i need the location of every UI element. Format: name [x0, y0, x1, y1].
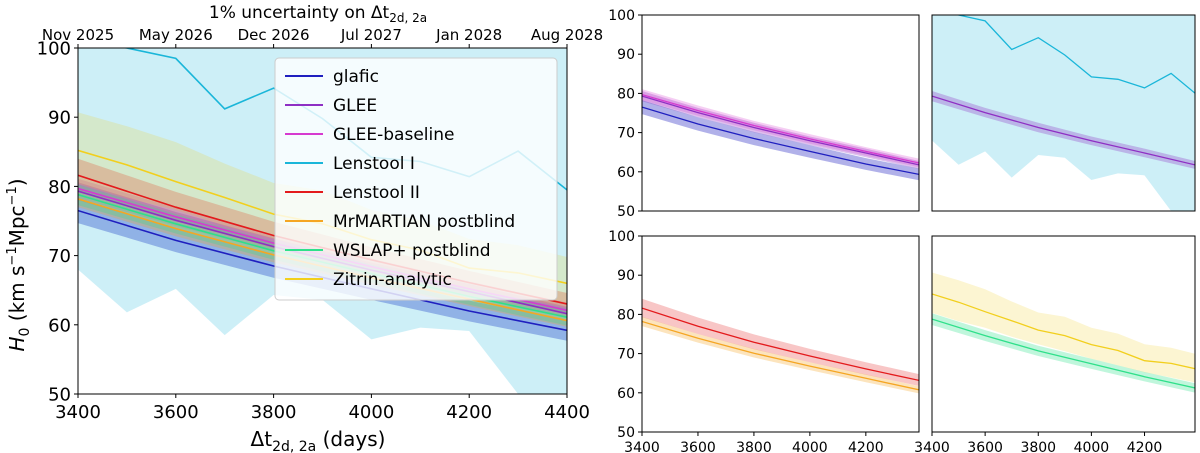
- x-tick-label: 3800: [736, 440, 772, 453]
- y-tick-label: 80: [48, 177, 71, 198]
- legend-label: Zitrin-analytic: [333, 270, 452, 290]
- y-tick-label: 50: [617, 425, 635, 441]
- line-lenstool-i: [954, 15, 1195, 95]
- legend-label: Lenstool II: [333, 183, 420, 203]
- line-lenstool-ii: [642, 307, 919, 382]
- x-tick-label: 4400: [544, 402, 590, 423]
- x-tick-label: 4200: [446, 402, 492, 423]
- top-date-tick-label: Aug 2028: [531, 26, 603, 44]
- line-glee-baseline: [642, 93, 919, 164]
- legend-label: glafic: [333, 67, 379, 87]
- legend-box: [274, 57, 558, 301]
- x-tick-label: 3800: [1020, 440, 1056, 453]
- x-tick-label: 3800: [251, 402, 297, 423]
- top-date-tick-label: Nov 2025: [42, 26, 114, 44]
- panel-top-right: [931, 14, 1196, 212]
- plot-frame: [77, 47, 568, 395]
- x-tick-label: 3400: [914, 440, 950, 453]
- line-glee: [932, 95, 1195, 166]
- x-tick-label: 3600: [153, 402, 199, 423]
- x-tick-label: 4200: [848, 440, 884, 453]
- x-tick-label: 3400: [624, 440, 660, 453]
- top-title: 1% uncertainty on Δt2d, 2a: [209, 3, 427, 25]
- panel-bottom-right: 3400 3600 3800 4000 4200: [914, 235, 1196, 453]
- legend-label: MrMARTIAN postblind: [333, 212, 515, 232]
- y-tick-label: 70: [48, 246, 71, 267]
- y-tick-label: 70: [617, 347, 635, 363]
- top-date-tick-label: Dec 2026: [238, 26, 310, 44]
- y-tick-label: 60: [48, 315, 71, 336]
- top-date-tick-label: Jul 2027: [340, 26, 402, 44]
- y-tick-label: 80: [617, 86, 635, 102]
- y-axis-label: H0 (km s−1Mpc−1): [5, 178, 33, 351]
- panel-top-left: 50 60 70 80 90 100: [608, 8, 920, 220]
- legend-label: Lenstool I: [333, 154, 415, 174]
- x-tick-label: 4000: [792, 440, 828, 453]
- y-tick-label: 100: [608, 8, 635, 24]
- y-tick-label: 60: [617, 165, 635, 181]
- x-tick-label: 4200: [1127, 440, 1163, 453]
- y-tick-label: 90: [48, 108, 71, 129]
- line-zitrin-analytic: [932, 293, 1195, 370]
- line-glee: [642, 95, 919, 166]
- x-tick-label: 3400: [55, 402, 101, 423]
- x-tick-label: 3600: [967, 440, 1003, 453]
- plot-frame: [641, 235, 920, 433]
- panel-bottom-left: 50 60 70 80 90 100 3400 3600 3800 4000 4200: [608, 229, 920, 453]
- top-date-tick-label: May 2026: [139, 26, 213, 44]
- y-tick-label: 60: [617, 386, 635, 402]
- band-lenstool-ii: [642, 298, 919, 386]
- x-tick-label: 4000: [348, 402, 394, 423]
- x-tick-label: 3600: [680, 440, 716, 453]
- y-tick-label: 100: [37, 38, 71, 59]
- y-tick-label: 70: [617, 126, 635, 142]
- x-tick-label: 4000: [1074, 440, 1110, 453]
- x-axis-label: Δt2d, 2a (days): [251, 427, 386, 453]
- top-date-tick-label: Jan 2028: [435, 26, 502, 44]
- line-mrmartian-postblind: [642, 320, 919, 391]
- y-tick-label: 90: [617, 47, 635, 63]
- y-tick-label: 80: [617, 307, 635, 323]
- legend-label: GLEE-baseline: [333, 125, 454, 145]
- y-tick-label: 90: [617, 268, 635, 284]
- band-lenstool-i: [932, 15, 1195, 211]
- plot-frame: [931, 14, 1196, 212]
- legend: glafic GLEE GLEE-baseline Lenstool I Lenstoo…: [274, 57, 558, 301]
- y-tick-label: 50: [617, 204, 635, 220]
- legend-label: WSLAP+ postblind: [333, 241, 491, 261]
- line-wslap-postblind: [932, 318, 1195, 389]
- legend-label: GLEE: [333, 96, 377, 116]
- line-glafic: [642, 106, 919, 176]
- plot-frame: [931, 235, 1196, 433]
- plot-frame: [641, 14, 920, 212]
- y-tick-label: 50: [48, 384, 71, 405]
- y-tick-label: 100: [608, 229, 635, 245]
